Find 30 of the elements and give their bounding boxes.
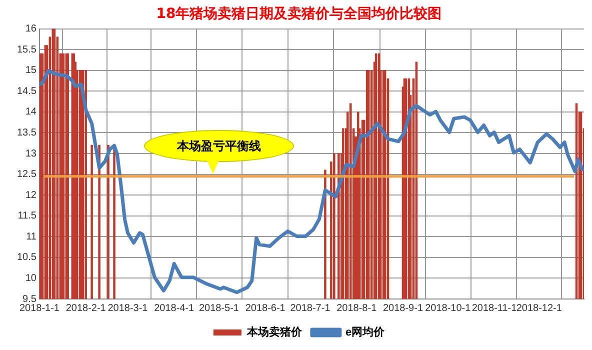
y-tick-label: 9.5 — [22, 294, 37, 305]
y-tick-label: 10.5 — [16, 252, 37, 264]
x-tick-label: 2018-8-1 — [336, 302, 378, 314]
y-tick-label: 14 — [25, 106, 37, 118]
x-tick-label: 2018-9-1 — [382, 302, 424, 314]
x-tick-label: 2018-7-1 — [290, 302, 331, 314]
y-tick-label: 11 — [26, 231, 37, 242]
y-tick-label: 12 — [25, 190, 37, 201]
y-tick-label: 15.5 — [16, 44, 37, 56]
x-tick-label: 2018-11-1 — [472, 302, 518, 314]
y-tick-label: 14.5 — [16, 86, 37, 97]
y-tick-label: 11.5 — [18, 210, 37, 222]
y-tick-label: 13 — [25, 148, 37, 160]
x-tick-label: 2018-10-1 — [425, 302, 472, 314]
x-tick-label: 2018-6-1 — [245, 302, 286, 314]
x-tick-label: 2018-2-1 — [66, 302, 106, 314]
x-tick-label: 2018-12-1 — [516, 302, 562, 314]
x-tick-label: 2018-5-1 — [198, 302, 240, 314]
legend-label: 本场卖猪价 — [246, 326, 303, 339]
legend-label: e网均价 — [345, 326, 386, 339]
y-tick-label: 13.5 — [16, 127, 37, 138]
x-tick-label: 2018-4-1 — [154, 302, 195, 314]
x-tick-label: 2018-3-1 — [108, 302, 148, 314]
x-tick-label: 2018-1-1 — [19, 302, 60, 314]
y-tick-label: 15 — [25, 65, 37, 76]
chart-title: 18年猪场卖猪日期及卖猪价与全国均价比较图 — [156, 6, 442, 22]
y-tick-label: 16 — [25, 24, 37, 35]
y-tick-label: 10 — [25, 272, 37, 284]
ref-line-label: 本场盈亏平衡线 — [144, 130, 294, 162]
y-tick-label: 12.5 — [16, 169, 37, 180]
